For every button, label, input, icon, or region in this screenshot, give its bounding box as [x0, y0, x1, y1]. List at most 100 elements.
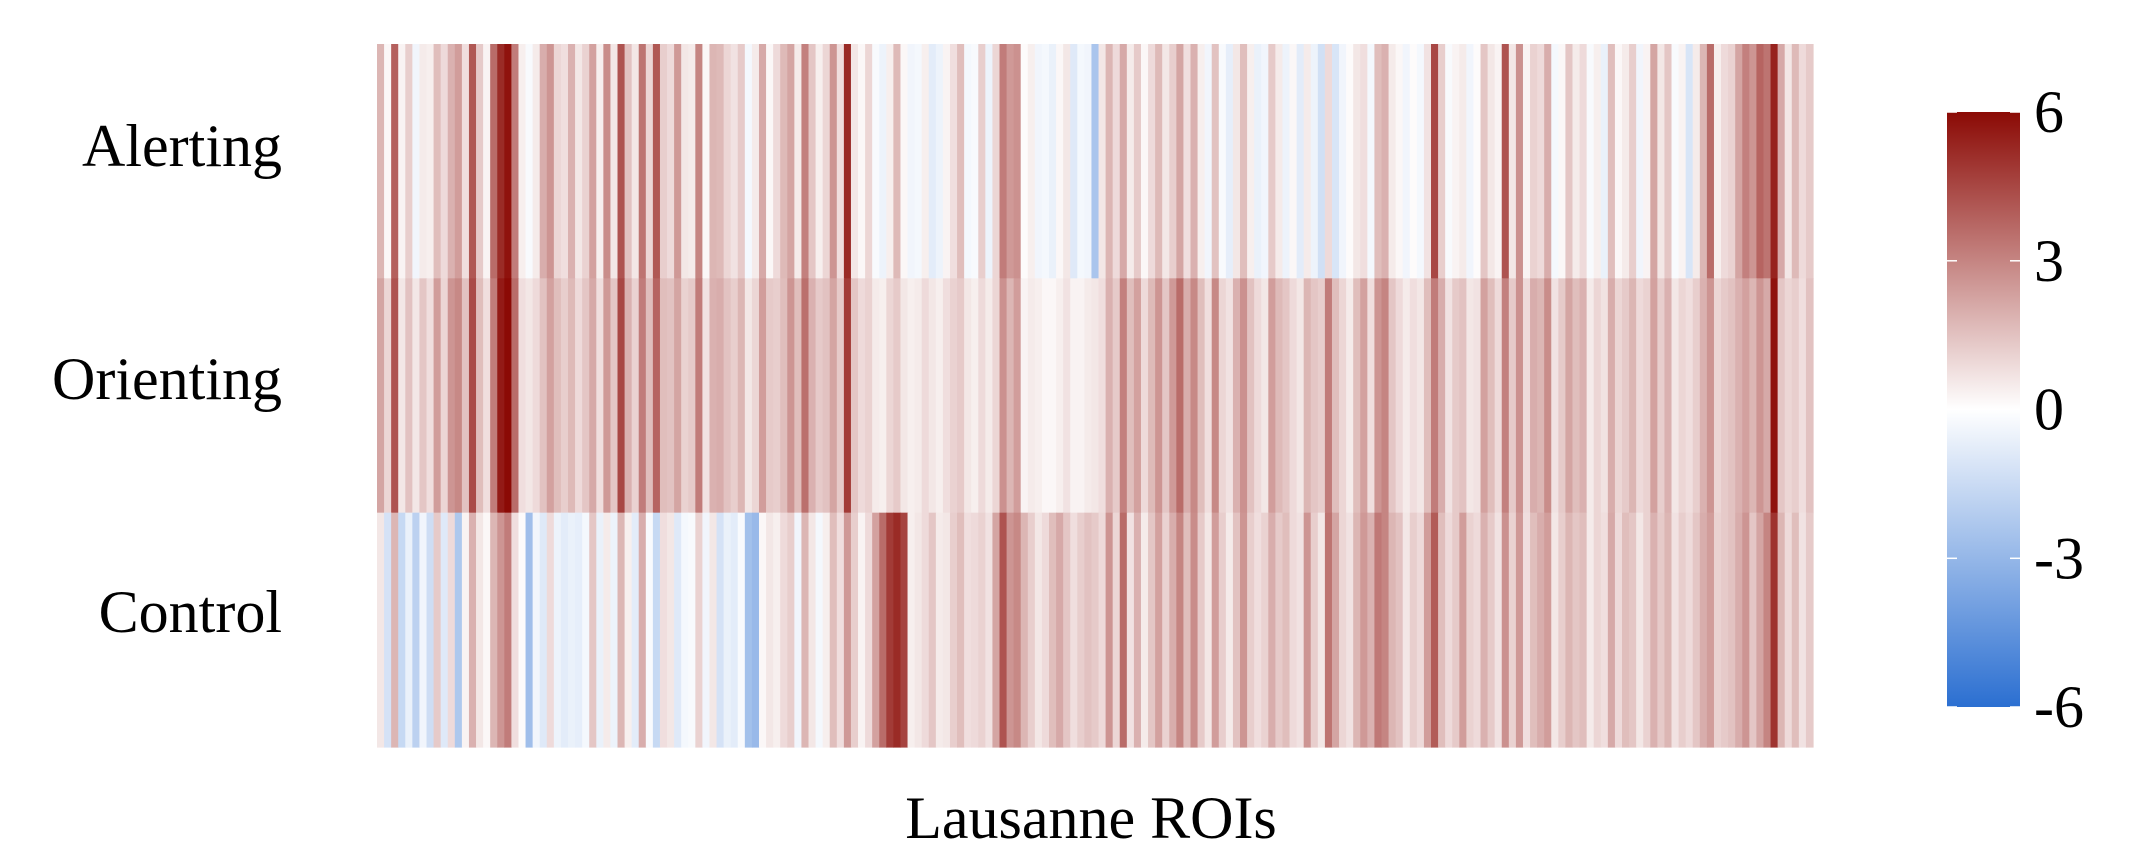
- heatmap-cell: [1805, 512, 1814, 748]
- heatmap-cell: [674, 512, 682, 748]
- heatmap-cell: [405, 44, 413, 279]
- heatmap-cell: [1140, 278, 1149, 514]
- heatmap-cell: [766, 278, 774, 514]
- heatmap-cell: [1438, 278, 1446, 514]
- heatmap-cell: [1204, 44, 1213, 279]
- heatmap-cell: [723, 512, 732, 748]
- heatmap-cell: [1261, 278, 1269, 514]
- heatmap-cell: [1346, 44, 1354, 279]
- heatmap-cell: [949, 44, 958, 279]
- heatmap-cell: [1324, 44, 1333, 279]
- heatmap-cell: [1247, 512, 1255, 748]
- heatmap-cell: [1346, 278, 1354, 514]
- heatmap-cell: [412, 512, 421, 748]
- heatmap-cell: [1310, 278, 1319, 514]
- heatmap-cell: [1112, 512, 1121, 748]
- heatmap-cell: [1098, 44, 1107, 279]
- heatmap-cell: [723, 278, 732, 514]
- heatmap-cell: [949, 512, 958, 748]
- heatmap-cell: [1176, 512, 1185, 748]
- heatmap-cell: [1360, 512, 1368, 748]
- heatmap-cell: [659, 278, 668, 514]
- heatmap-cell: [893, 512, 902, 748]
- heatmap-cell: [1381, 278, 1390, 514]
- heatmap-cell: [928, 512, 937, 748]
- heatmap-cell: [1699, 44, 1708, 279]
- heatmap-cell: [780, 278, 788, 514]
- heatmap-cell: [532, 512, 541, 748]
- heatmap-cell: [1629, 44, 1637, 279]
- heatmap-cell: [1544, 44, 1552, 279]
- heatmap-cell: [801, 512, 810, 748]
- heatmap-cell: [1522, 278, 1531, 514]
- heatmap-cell: [681, 278, 689, 514]
- heatmap-cell: [1303, 278, 1312, 514]
- heatmap-cell: [1699, 278, 1708, 514]
- heatmap-cell: [1473, 512, 1482, 748]
- heatmap-cell: [1544, 278, 1552, 514]
- heatmap-cell: [999, 44, 1008, 279]
- heatmap-cell: [1261, 512, 1269, 748]
- heatmap-cell: [582, 278, 590, 514]
- heatmap-cell: [1466, 44, 1475, 279]
- heatmap-cell: [1636, 44, 1644, 279]
- heatmap-cell: [1056, 512, 1064, 748]
- heatmap-cell: [1586, 44, 1595, 279]
- heatmap-cell: [1240, 512, 1248, 748]
- heatmap-cell: [978, 512, 986, 748]
- heatmap-cell: [794, 44, 803, 279]
- heatmap-cell: [1445, 278, 1453, 514]
- heatmap-cell: [1317, 512, 1326, 748]
- heatmap-cell: [843, 278, 852, 514]
- heatmap-cell: [1275, 44, 1284, 279]
- heatmap-cell: [1593, 512, 1602, 748]
- heatmap-cell: [1162, 44, 1170, 279]
- heatmap-cell: [1204, 512, 1213, 748]
- heatmap-cell: [1289, 44, 1298, 279]
- heatmap-cell: [971, 44, 979, 279]
- colorbar-tick-label: 3: [2034, 228, 2064, 294]
- heatmap-cell: [568, 512, 576, 748]
- heatmap-cell: [624, 44, 633, 279]
- heatmap-cell: [652, 44, 661, 279]
- heatmap-cell: [829, 44, 838, 279]
- heatmap-cell: [476, 512, 484, 748]
- heatmap-cell: [787, 278, 795, 514]
- heatmap-cell: [546, 512, 555, 748]
- heatmap-cell: [1303, 512, 1312, 748]
- heatmap-cell: [1501, 278, 1510, 514]
- heatmap-cell: [900, 44, 909, 279]
- heatmap-cell: [1579, 278, 1588, 514]
- heatmap-cell: [1770, 512, 1779, 748]
- heatmap-cell: [1593, 44, 1602, 279]
- heatmap-cell: [610, 512, 619, 748]
- heatmap-cell: [865, 278, 873, 514]
- heatmap-cell: [935, 44, 944, 279]
- heatmap-cell: [1317, 44, 1326, 279]
- heatmap-cell: [539, 512, 548, 748]
- heatmap-cell: [1310, 44, 1319, 279]
- heatmap-cell: [815, 512, 824, 748]
- heatmap-cell: [695, 512, 703, 748]
- heatmap-cell: [1756, 44, 1765, 279]
- heatmap-cell: [1020, 44, 1029, 279]
- heatmap-cell: [1225, 44, 1234, 279]
- heatmap-cell: [511, 44, 520, 279]
- heatmap-cell: [1225, 278, 1234, 514]
- heatmap-cell: [1155, 44, 1163, 279]
- heatmap-cell: [483, 512, 491, 748]
- heatmap-cell: [504, 278, 512, 514]
- heatmap-cell: [716, 44, 725, 279]
- heatmap-cell: [1190, 278, 1199, 514]
- heatmap-cell: [539, 44, 548, 279]
- heatmap-cell: [808, 44, 817, 279]
- heatmap-cell: [1409, 44, 1418, 279]
- heatmap-cell: [702, 512, 711, 748]
- heatmap-cell: [1756, 512, 1765, 748]
- heatmap-cell: [1084, 278, 1093, 514]
- heatmap-cell: [688, 44, 696, 279]
- heatmap-cell: [1487, 512, 1496, 748]
- heatmap-cell: [921, 278, 930, 514]
- heatmap-cell: [1091, 512, 1100, 748]
- heatmap-cell: [377, 44, 385, 279]
